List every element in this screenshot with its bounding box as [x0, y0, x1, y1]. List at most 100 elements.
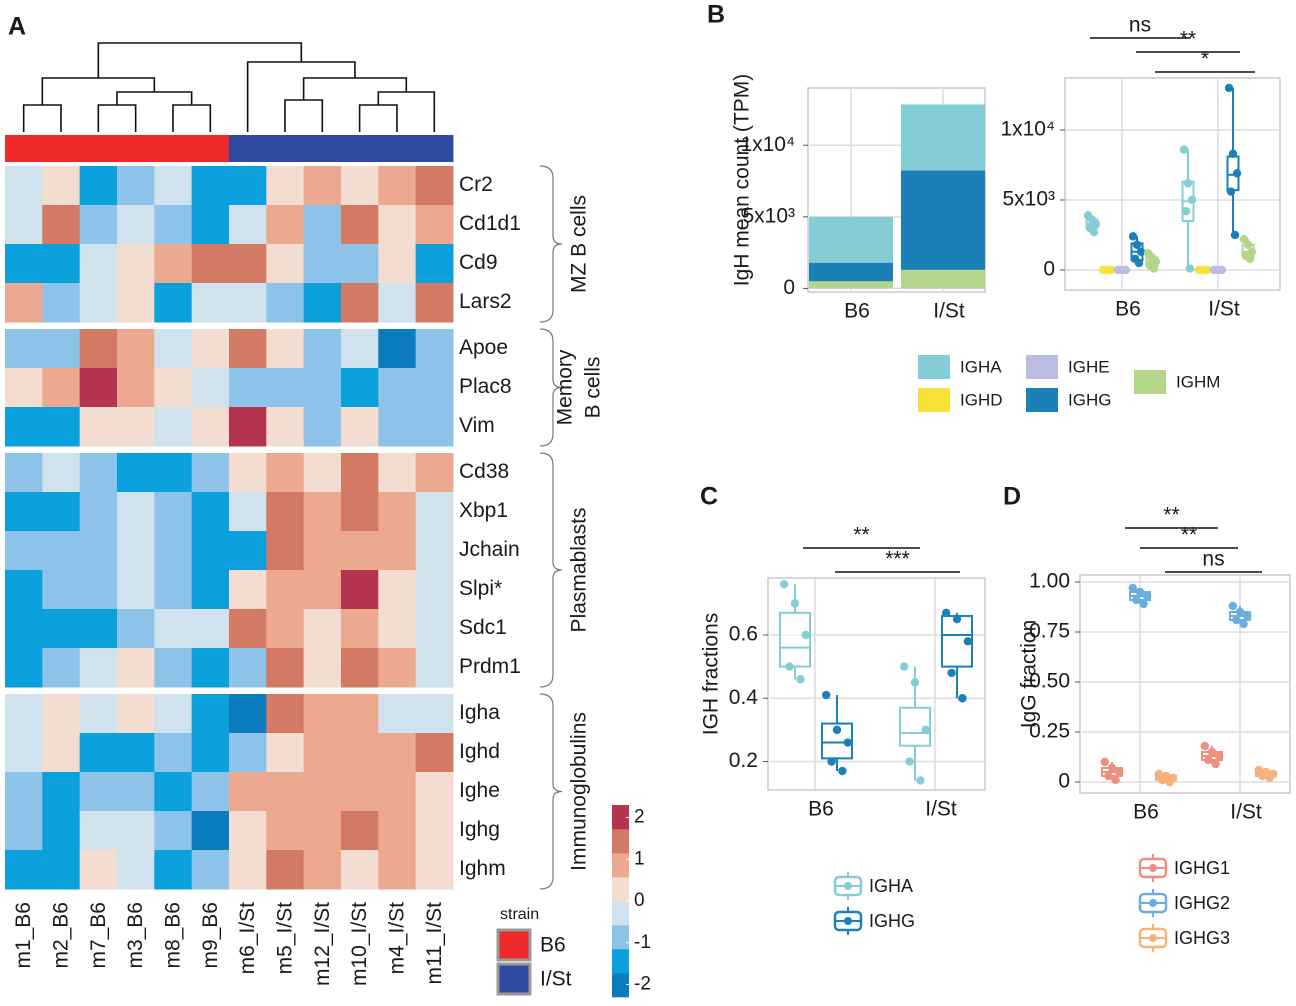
heat-cell: [154, 407, 193, 447]
heat-cell: [228, 244, 267, 284]
significance-label: **: [853, 524, 869, 547]
column-label: m5_I/St: [274, 902, 297, 975]
heat-cell: [5, 609, 43, 649]
heat-cell: [191, 733, 230, 773]
heat-cell: [42, 205, 81, 245]
heat-cell: [116, 492, 155, 532]
heat-cell: [79, 205, 118, 245]
data-point: [1232, 169, 1242, 178]
legend-label: IGHM: [1176, 372, 1220, 391]
heat-cell: [303, 329, 342, 369]
y-tick-label: 0.50: [1029, 670, 1070, 693]
heat-cell: [415, 453, 454, 493]
heat-cell: [266, 694, 305, 734]
heat-cell: [340, 694, 379, 734]
heat-cell: [228, 283, 267, 323]
data-point: [1215, 265, 1225, 275]
heat-cell: [42, 531, 81, 571]
heat-cell: [116, 772, 155, 812]
strain-cell: [378, 135, 417, 162]
significance-label: **: [1180, 28, 1196, 51]
heat-cell: [191, 531, 230, 571]
legend-label: IGHD: [960, 390, 1003, 409]
heat-cell: [415, 694, 454, 734]
heat-cell: [266, 570, 305, 610]
heat-cell: [228, 648, 267, 688]
bar-segment: [901, 269, 985, 289]
heat-cell: [154, 733, 193, 773]
data-point: [1247, 247, 1257, 256]
heat-cell: [154, 648, 193, 688]
data-point: [1243, 611, 1252, 621]
heat-cell: [154, 531, 193, 571]
data-point: [1128, 232, 1138, 241]
legend-swatch: [918, 355, 950, 379]
heat-cell: [5, 648, 43, 688]
heat-cell: [116, 244, 155, 284]
heat-cell: [340, 244, 379, 284]
heat-cell: [79, 733, 118, 773]
x-tick-label: B6: [1115, 298, 1141, 321]
heat-cell: [5, 407, 43, 447]
data-point: [1228, 149, 1238, 158]
heat-cell: [191, 205, 230, 245]
box: [779, 611, 811, 668]
data-point: [910, 678, 920, 687]
heat-cell: [303, 205, 342, 245]
data-point: [1258, 771, 1267, 781]
data-point: [1243, 240, 1253, 249]
group-label: Immunoglobulins: [568, 712, 591, 871]
data-point: [1135, 587, 1145, 597]
row-label: Sdc1: [459, 616, 507, 639]
heat-cell: [228, 850, 267, 890]
heat-cell: [42, 453, 81, 493]
data-point: [1200, 741, 1210, 751]
heat-cell: [415, 205, 454, 245]
heat-cell: [266, 492, 305, 532]
heat-cell: [303, 492, 342, 532]
heat-cell: [79, 850, 118, 890]
data-point: [1239, 619, 1248, 629]
data-point: [1226, 187, 1236, 196]
heat-cell: [116, 811, 155, 851]
heat-cell: [266, 733, 305, 773]
heat-cell: [42, 850, 81, 890]
heat-cell: [303, 648, 342, 688]
heat-cell: [5, 531, 43, 571]
heat-cell: [79, 407, 118, 447]
heat-cell: [116, 609, 155, 649]
group-label: Memory: [554, 349, 577, 425]
row-label: Ighm: [459, 857, 506, 880]
heat-cell: [79, 811, 118, 851]
heat-cell: [303, 531, 342, 571]
heat-cell: [191, 772, 230, 812]
data-point: [1100, 757, 1110, 767]
heat-cell: [191, 166, 230, 206]
data-point: [1200, 265, 1210, 275]
heat-cell: [228, 329, 267, 369]
strain-cell: [5, 135, 43, 162]
colorbar-label: -2: [634, 973, 651, 994]
data-point: [785, 662, 794, 671]
data-point: [796, 675, 805, 684]
heat-cell: [340, 407, 379, 447]
heat-cell: [340, 166, 379, 206]
x-tick-label: B6: [844, 300, 870, 323]
heat-cell: [79, 329, 118, 369]
y-tick-label: 0.25: [1029, 720, 1070, 743]
x-tick-label: B6: [1133, 801, 1159, 824]
significance-label: ns: [1129, 14, 1151, 37]
heat-cell: [154, 609, 193, 649]
data-point: [780, 580, 789, 589]
heat-cell: [5, 850, 43, 890]
heat-cell: [116, 531, 155, 571]
heat-cell: [415, 329, 454, 369]
group-brace: [539, 693, 563, 890]
heat-cell: [42, 492, 81, 532]
heat-cell: [42, 166, 81, 206]
data-point: [1119, 265, 1129, 275]
heat-cell: [340, 772, 379, 812]
heat-cell: [5, 733, 43, 773]
heat-cell: [303, 283, 342, 323]
data-point: [1187, 195, 1197, 205]
